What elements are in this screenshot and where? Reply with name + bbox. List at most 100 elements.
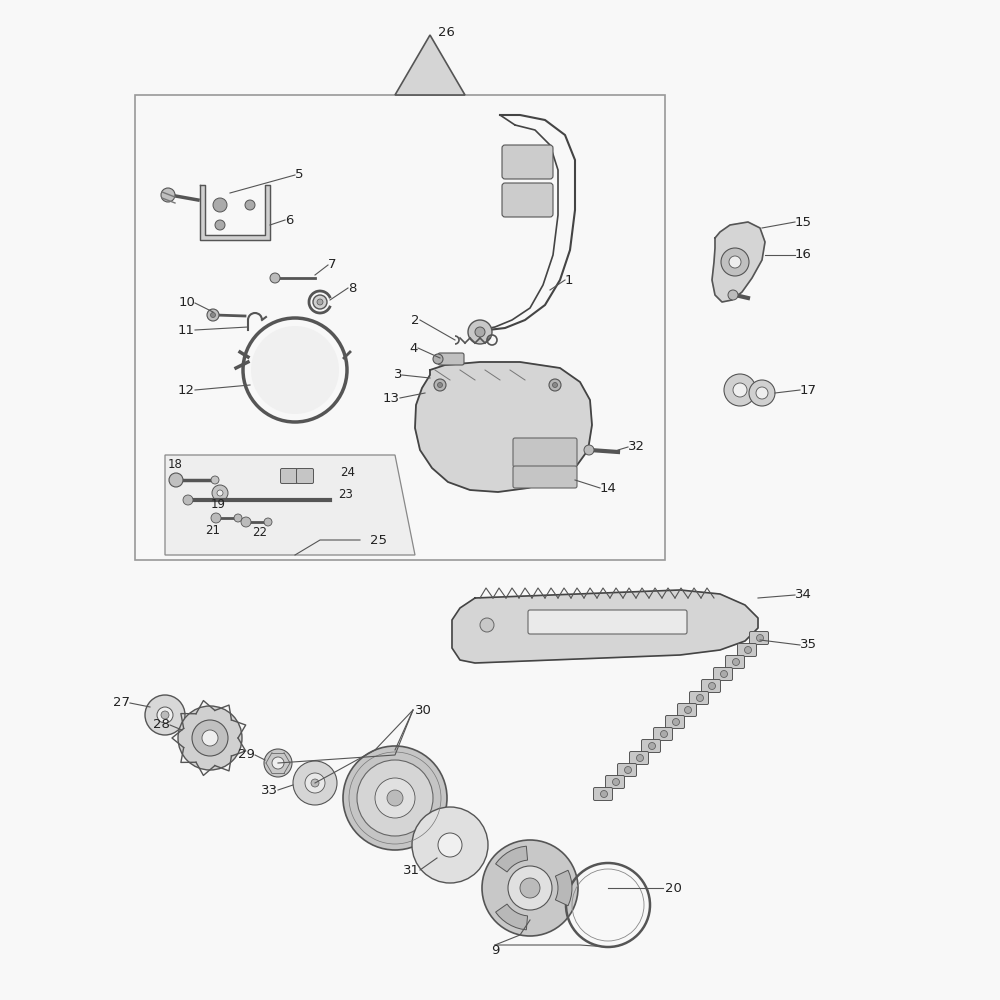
FancyBboxPatch shape [606,776,624,788]
Circle shape [600,790,608,798]
Polygon shape [395,35,465,95]
Text: 8: 8 [348,282,356,294]
Text: 14: 14 [600,482,617,494]
Text: 25: 25 [370,534,387,546]
Polygon shape [496,904,528,930]
Circle shape [733,383,747,397]
FancyBboxPatch shape [513,438,577,467]
Circle shape [433,354,443,364]
Text: 35: 35 [800,639,817,652]
Circle shape [732,658,740,666]
Circle shape [313,295,327,309]
Circle shape [438,382,442,387]
Circle shape [684,706,692,714]
FancyBboxPatch shape [528,610,687,634]
FancyBboxPatch shape [438,353,464,365]
Circle shape [357,760,433,836]
Circle shape [343,746,447,850]
Circle shape [728,290,738,300]
Polygon shape [415,362,592,492]
Text: 27: 27 [113,696,130,710]
Text: 4: 4 [410,342,418,355]
Circle shape [438,833,462,857]
Text: 24: 24 [340,466,355,479]
FancyBboxPatch shape [296,468,314,484]
Text: 17: 17 [800,383,817,396]
Circle shape [211,513,221,523]
FancyBboxPatch shape [502,145,553,179]
Circle shape [749,380,775,406]
Circle shape [729,256,741,268]
Circle shape [724,374,756,406]
Circle shape [757,635,764,642]
Text: 15: 15 [795,216,812,229]
Circle shape [612,778,620,786]
Circle shape [234,514,242,522]
Circle shape [207,309,219,321]
Polygon shape [712,222,765,302]
Circle shape [637,754,644,762]
Text: 7: 7 [328,258,336,271]
Polygon shape [555,870,572,906]
Circle shape [480,618,494,632]
Circle shape [508,866,552,910]
Circle shape [211,476,219,484]
Text: 32: 32 [628,440,645,454]
Text: 28: 28 [153,718,170,732]
FancyBboxPatch shape [750,632,768,645]
Text: 29: 29 [238,748,255,762]
Circle shape [192,720,228,756]
Circle shape [468,320,492,344]
FancyBboxPatch shape [594,788,612,800]
Circle shape [475,327,485,337]
Circle shape [482,840,578,936]
FancyBboxPatch shape [738,644,757,656]
Circle shape [272,757,284,769]
Circle shape [264,518,272,526]
Circle shape [744,647,752,654]
Circle shape [720,670,728,678]
FancyBboxPatch shape [502,183,553,217]
FancyBboxPatch shape [618,764,637,776]
Circle shape [161,711,169,719]
FancyBboxPatch shape [280,468,298,484]
Text: 6: 6 [285,214,293,227]
Circle shape [552,382,558,387]
Circle shape [721,248,749,276]
Circle shape [251,326,339,414]
Circle shape [210,312,216,318]
Circle shape [311,779,319,787]
Text: 9: 9 [491,944,499,956]
Text: 1: 1 [565,273,574,286]
Circle shape [161,188,175,202]
FancyBboxPatch shape [666,716,684,728]
Circle shape [169,473,183,487]
FancyBboxPatch shape [654,728,672,740]
Circle shape [157,707,173,723]
Text: 13: 13 [383,391,400,404]
Text: 34: 34 [795,588,812,601]
FancyBboxPatch shape [630,752,648,764]
Text: 30: 30 [415,704,432,716]
Circle shape [217,490,223,496]
Circle shape [708,682,716,690]
Text: 16: 16 [795,248,812,261]
Text: 23: 23 [338,488,353,502]
Circle shape [549,379,561,391]
Circle shape [672,718,680,726]
Circle shape [293,761,337,805]
Text: 2: 2 [412,314,420,326]
Polygon shape [165,455,415,555]
Circle shape [202,730,218,746]
FancyBboxPatch shape [690,692,708,704]
Polygon shape [200,185,270,240]
Text: 3: 3 [394,368,402,381]
Text: 19: 19 [210,498,226,512]
Text: 33: 33 [261,784,278,796]
Circle shape [270,273,280,283]
FancyBboxPatch shape [678,704,696,716]
Circle shape [215,220,225,230]
Text: 18: 18 [168,458,182,472]
Circle shape [241,517,251,527]
Circle shape [183,495,193,505]
